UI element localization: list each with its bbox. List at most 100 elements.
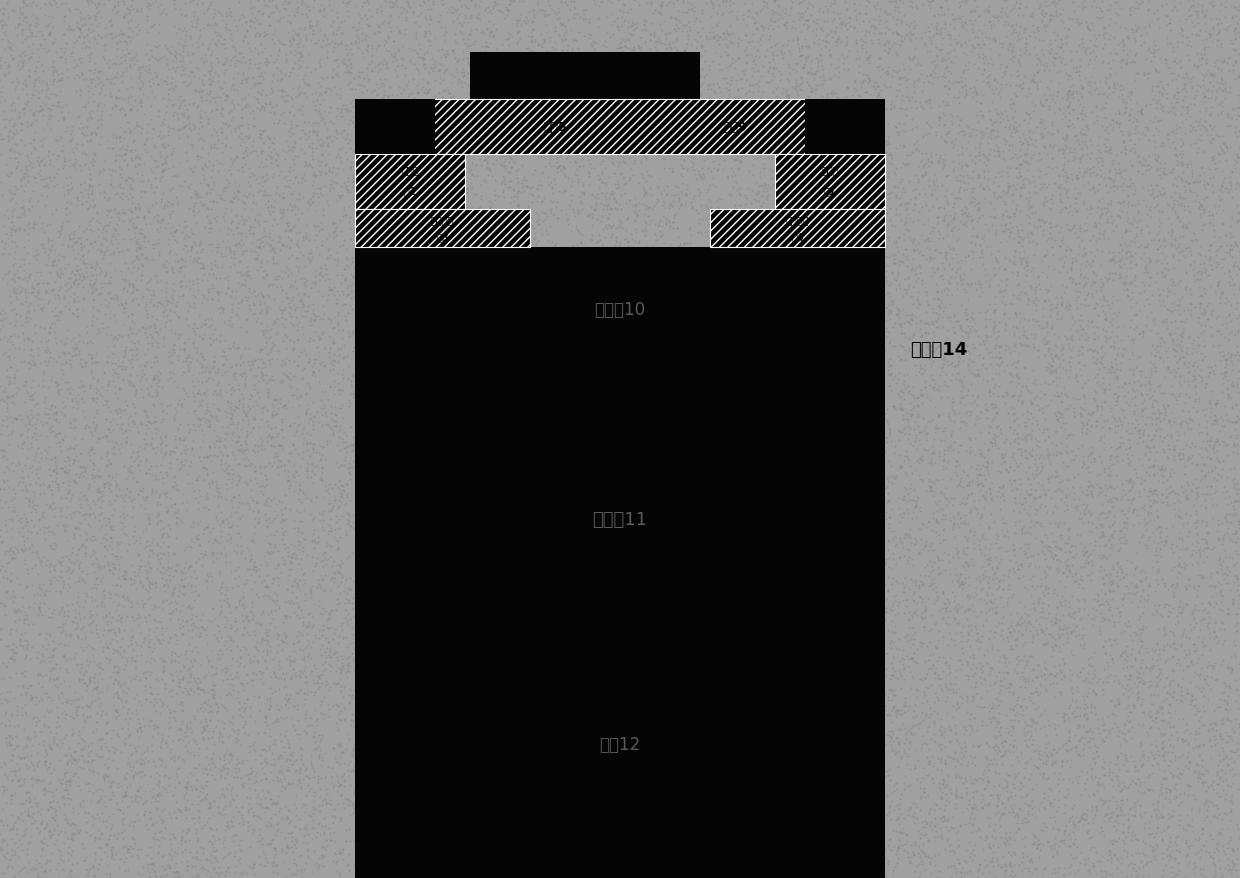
Point xyxy=(1179,755,1199,769)
Point xyxy=(682,529,702,543)
Point xyxy=(342,255,362,270)
Point xyxy=(815,705,835,719)
Point xyxy=(345,786,365,800)
Point xyxy=(639,507,658,521)
Point xyxy=(694,45,714,59)
Point xyxy=(707,392,727,407)
Point xyxy=(41,321,61,335)
Point xyxy=(1101,209,1121,223)
Point xyxy=(278,453,298,467)
Point xyxy=(177,418,197,432)
Point xyxy=(329,162,348,176)
Point xyxy=(17,275,37,289)
Point xyxy=(828,246,848,260)
Point xyxy=(1130,430,1149,444)
Point xyxy=(575,703,595,717)
Text: 漏极场板: 漏极场板 xyxy=(786,215,810,226)
Point xyxy=(1081,651,1101,665)
Point xyxy=(237,326,257,340)
Point xyxy=(489,597,508,611)
Point xyxy=(1193,403,1213,417)
Point xyxy=(27,499,47,513)
Point xyxy=(742,61,761,76)
Point xyxy=(35,355,55,369)
Point xyxy=(399,205,419,220)
Point xyxy=(465,210,485,224)
Point xyxy=(1146,423,1166,437)
Point xyxy=(1114,817,1133,831)
Point xyxy=(303,620,322,634)
Point xyxy=(1080,722,1100,736)
Point xyxy=(869,133,889,147)
Point xyxy=(1221,349,1240,363)
Point xyxy=(472,725,492,739)
Point xyxy=(443,651,463,665)
Point xyxy=(904,654,924,668)
Point xyxy=(1172,605,1192,619)
Point xyxy=(971,635,991,649)
Point xyxy=(758,521,777,535)
Point xyxy=(796,776,816,790)
Point xyxy=(291,295,311,309)
Point xyxy=(878,47,898,61)
Point xyxy=(763,645,782,659)
Point xyxy=(605,836,625,850)
Point xyxy=(267,407,286,421)
Point xyxy=(806,285,826,299)
Point xyxy=(396,455,415,469)
Point xyxy=(345,796,365,810)
Point xyxy=(661,97,681,112)
Point xyxy=(577,825,596,839)
Point xyxy=(236,267,255,281)
Point xyxy=(906,242,926,256)
Point xyxy=(683,468,703,482)
Point xyxy=(476,23,496,37)
Point xyxy=(289,534,309,548)
Point xyxy=(670,816,689,830)
Point xyxy=(1168,565,1188,579)
Point xyxy=(472,444,492,458)
Point xyxy=(1033,625,1053,639)
Point xyxy=(794,467,813,481)
Point xyxy=(1211,99,1231,113)
Point xyxy=(650,213,670,227)
Point xyxy=(1133,513,1153,527)
Point xyxy=(899,332,919,346)
Point xyxy=(1128,670,1148,684)
Point xyxy=(649,334,668,348)
Point xyxy=(1001,625,1021,639)
Point xyxy=(759,676,779,690)
Point xyxy=(480,526,500,540)
Point xyxy=(846,214,866,228)
Point xyxy=(146,427,166,441)
Point xyxy=(38,355,58,369)
Point xyxy=(1112,107,1132,121)
Point xyxy=(1068,87,1087,101)
Point xyxy=(422,13,441,27)
Point xyxy=(1053,772,1073,786)
Point xyxy=(591,461,611,475)
Point xyxy=(934,232,954,246)
Point xyxy=(903,345,923,359)
Point xyxy=(868,280,888,294)
Point xyxy=(858,659,878,673)
Point xyxy=(484,568,503,582)
Point xyxy=(446,361,466,375)
Point xyxy=(497,4,517,18)
Point xyxy=(57,443,77,457)
Point xyxy=(754,158,774,172)
Point xyxy=(192,423,212,437)
Point xyxy=(97,394,117,408)
Point xyxy=(802,363,822,377)
Point xyxy=(145,269,165,283)
Point xyxy=(340,330,360,344)
Point xyxy=(939,379,959,393)
Point xyxy=(1053,565,1073,579)
Point xyxy=(893,302,913,316)
Point xyxy=(1171,172,1190,186)
Point xyxy=(1172,672,1192,686)
Point xyxy=(723,796,743,810)
Point xyxy=(932,269,952,283)
Point xyxy=(589,409,609,423)
Point xyxy=(779,650,799,664)
